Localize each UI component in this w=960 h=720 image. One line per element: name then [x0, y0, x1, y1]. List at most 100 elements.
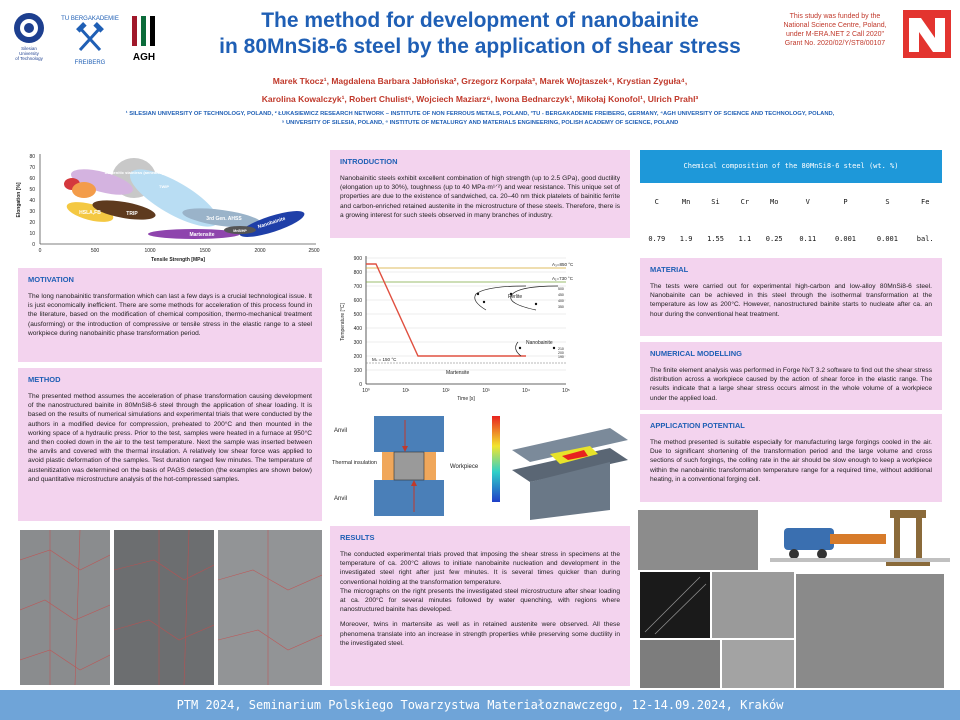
bottom-anvil: [374, 480, 444, 516]
region-trip: [92, 200, 156, 220]
micrograph-result-6: [796, 574, 944, 688]
y-tick: 30: [29, 209, 35, 215]
element-cell: Fe: [908, 183, 942, 221]
value-cell: 0.11: [790, 221, 825, 257]
martensite-label: Martensite: [446, 370, 470, 376]
perlite-end-curve: [510, 285, 559, 311]
material-text: The tests were carried out for experimen…: [650, 283, 932, 318]
ncn-logo: [903, 10, 951, 58]
method-heading: METHOD: [28, 375, 61, 384]
svg-text:TU BERGAKADEMIE: TU BERGAKADEMIE: [61, 16, 119, 22]
force-arrow-up: [411, 480, 417, 486]
label-austenitic: Austenitic stainless (annealed): [105, 170, 164, 175]
x-axis-label: Time [s]: [457, 396, 475, 402]
label-mnbhp: MnB/HP: [233, 229, 247, 233]
ac3-label: A₃=850 °C: [552, 262, 574, 267]
results-heading: RESULTS: [340, 533, 375, 542]
value-cell: 1.9: [673, 221, 699, 257]
chemistry-heading: Chemical composition of the 80MnSi8-6 st…: [640, 150, 942, 183]
funding-line: National Science Centre, Poland,: [783, 22, 887, 29]
y-tick: 100: [354, 368, 363, 374]
data-point: [476, 292, 480, 296]
label-gen3: 3rd Gen. AHSS: [206, 216, 242, 222]
perlite-label: Perlite: [508, 294, 522, 300]
value-cell: 0.25: [757, 221, 791, 257]
logo-text: Silesian University of Technology: [15, 46, 43, 61]
introduction-section: INTRODUCTION Nanobainitic steels exhibit…: [330, 150, 630, 238]
anvil-bottom-label: Anvil: [334, 496, 347, 502]
svg-text:Silesian: Silesian: [21, 46, 37, 51]
region-twip: [70, 169, 134, 195]
results-text-2: The micrographs on the right presents th…: [340, 587, 620, 614]
x-tick: 1000: [144, 248, 155, 254]
agh-logo: AGH: [128, 12, 160, 64]
y-tick: 200: [354, 354, 363, 360]
color-scale: [492, 416, 500, 502]
element-row: C Mn Si Cr Mo V P S Fe: [640, 183, 942, 221]
authors-line-1: Marek Tkocz¹, Magdalena Barbara Jabłońsk…: [272, 76, 688, 86]
x-tick: 2000: [254, 248, 265, 254]
shear-schematic: Anvil Thermal insulation Workpiece Anvil: [330, 410, 490, 522]
affiliation-line-2: ⁵ UNIVERSITY OF SILESIA, POLAND, ⁶ INSTI…: [281, 120, 679, 126]
label-twip: TWIP: [159, 184, 169, 189]
numerical-heading: NUMERICAL MODELLING: [650, 349, 742, 358]
micrograph-result-2: [640, 572, 710, 638]
ttt-diagram: 0 100 200 300 400 500 600 700 800 900 10…: [336, 246, 576, 402]
perlite-temp-label: 450: [558, 293, 564, 297]
region-orange: [72, 182, 96, 198]
application-heading: APPLICATION POTENTIAL: [650, 421, 745, 430]
x-tick: 2500: [308, 248, 319, 254]
ac1-label: A₁=730 °C: [552, 276, 574, 281]
y-tick: 40: [29, 198, 35, 204]
x-tick: 10⁵: [562, 388, 570, 394]
micrograph-pags-2: [114, 530, 214, 685]
value-cell: 0.001: [824, 221, 867, 257]
title-line-1: The method for development of nanobainit…: [261, 9, 699, 32]
nb-temp-label: 200: [558, 351, 564, 355]
value-cell: 1.1: [732, 221, 758, 257]
label-hsla: HSLA,FB: [79, 210, 101, 216]
y-axis-label: Temperature [°C]: [340, 302, 346, 340]
funding-line: This study was funded by the: [789, 13, 881, 20]
region-mnbhp: [224, 226, 256, 234]
application-text: The method presented is suitable especia…: [650, 439, 932, 483]
region-hsla: [66, 202, 114, 222]
element-cell: Mn: [673, 183, 699, 221]
cooling-path: [366, 263, 526, 357]
y-tick: 0: [359, 382, 362, 388]
numerical-text: The finite element analysis was performe…: [650, 367, 932, 402]
data-point: [552, 346, 556, 350]
application-section: APPLICATION POTENTIAL The method present…: [640, 414, 942, 502]
y-tick: 700: [354, 284, 363, 290]
freiberg-logo: TU BERGAKADEMIE FREIBERG: [60, 10, 120, 66]
x-tick: 10⁴: [522, 388, 530, 394]
funding-line: Grant No. 2020/02/Y/ST8/00107: [784, 40, 886, 47]
region-gen3: [182, 208, 262, 228]
y-axis-label: Elongation [%]: [16, 182, 22, 217]
motivation-heading: MOTIVATION: [28, 275, 74, 284]
perlite-temp-label: 350: [558, 305, 564, 309]
nanobainite-label: Nanobainite: [526, 340, 553, 346]
svg-text:University: University: [19, 51, 40, 56]
results-text-1: The conducted experimental trials proved…: [340, 551, 620, 586]
element-cell: C: [640, 183, 674, 221]
element-cell: V: [790, 183, 825, 221]
affiliation-line-1: ¹ SILESIAN UNIVERSITY OF TECHNOLOGY, POL…: [125, 111, 835, 117]
introduction-heading: INTRODUCTION: [340, 157, 398, 166]
workpiece: [393, 451, 425, 481]
fem-base: [530, 462, 610, 520]
numerical-section: NUMERICAL MODELLING The finite element a…: [640, 342, 942, 410]
y-tick: 80: [29, 154, 35, 160]
y-tick: 20: [29, 220, 35, 226]
value-cell: bal.: [908, 221, 942, 257]
workpiece-label: Workpiece: [450, 464, 479, 470]
data-point: [509, 292, 513, 296]
title-line-2: in 80MnSi8-6 steel by the application of…: [219, 35, 741, 58]
perlite-temp-label: 500: [558, 287, 564, 291]
data-point: [482, 300, 486, 304]
micrograph-result-4: [640, 640, 720, 688]
x-tick: 10¹: [402, 388, 410, 394]
fem-high-stress: [562, 450, 588, 460]
micrograph-result-5: [722, 640, 794, 688]
authors-line-2: Karolina Kowalczyk¹, Robert Chulist⁶, Wo…: [261, 94, 699, 104]
